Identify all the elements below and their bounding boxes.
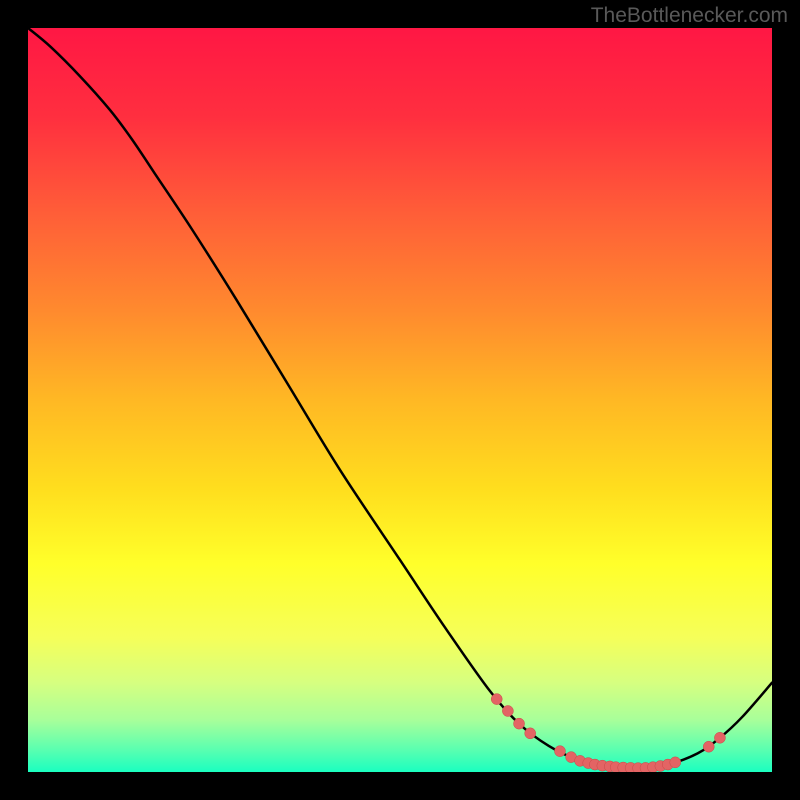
data-marker xyxy=(525,728,536,739)
data-marker xyxy=(703,741,714,752)
data-marker xyxy=(491,694,502,705)
watermark-text: TheBottlenecker.com xyxy=(591,4,788,28)
data-marker xyxy=(554,746,565,757)
chart-background xyxy=(28,28,772,772)
data-marker xyxy=(514,718,525,729)
chart-svg xyxy=(28,28,772,772)
data-marker xyxy=(714,732,725,743)
data-marker xyxy=(502,705,513,716)
chart-area xyxy=(28,28,772,772)
data-marker xyxy=(670,757,681,768)
